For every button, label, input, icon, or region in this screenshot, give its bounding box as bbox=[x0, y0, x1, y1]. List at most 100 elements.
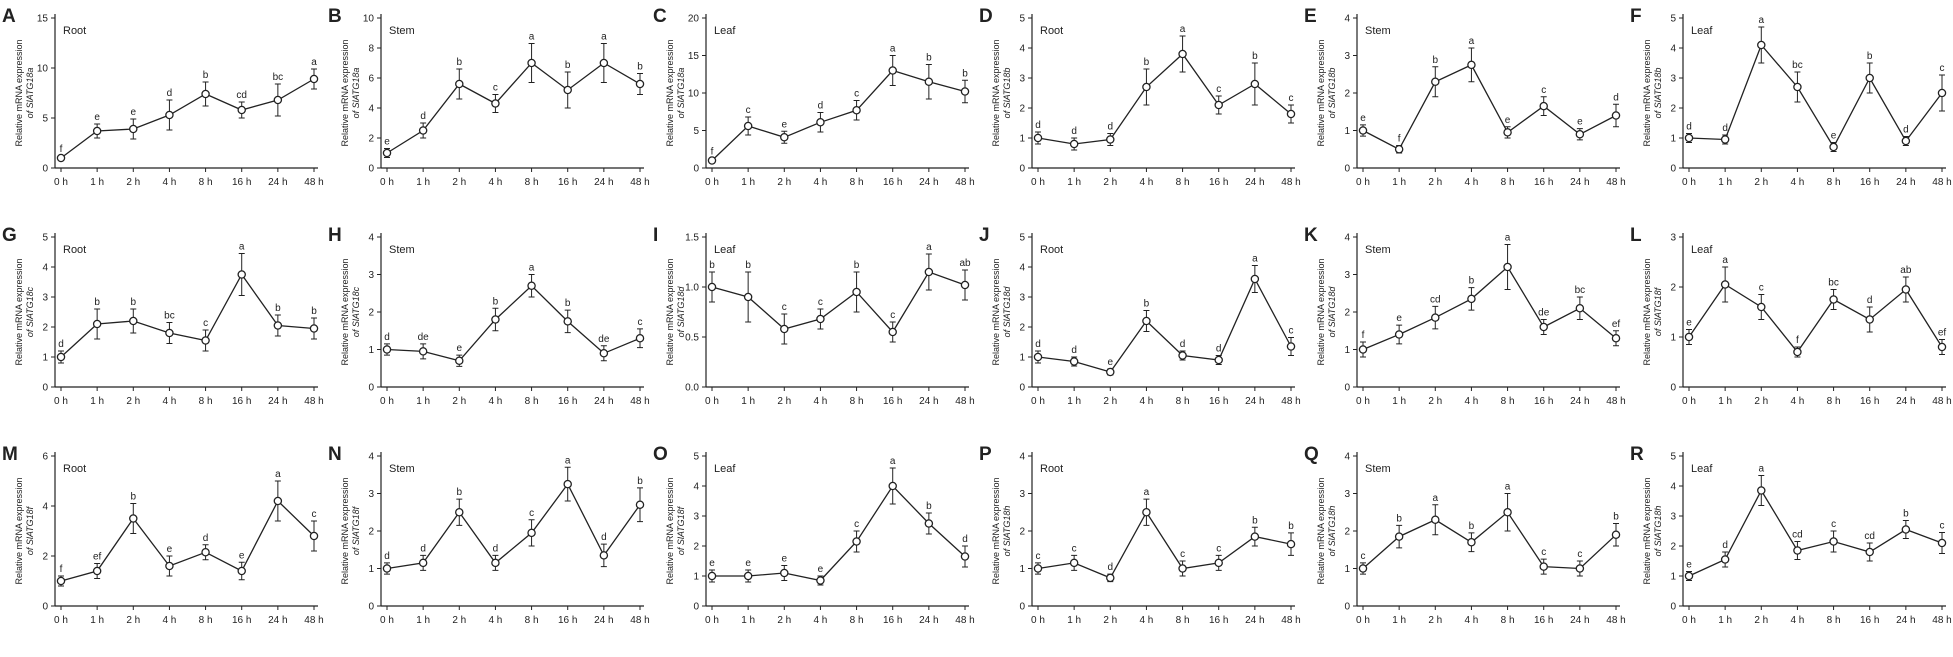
data-point bbox=[1178, 564, 1187, 573]
y-tick-label: 5 bbox=[1019, 233, 1025, 244]
significance-letter: a bbox=[311, 57, 317, 68]
y-axis-label-line1: Relative mRNA expression bbox=[14, 258, 24, 365]
significance-letter: c bbox=[1940, 63, 1945, 74]
significance-letter: de bbox=[418, 332, 430, 343]
significance-letter: c bbox=[1289, 93, 1294, 104]
data-point bbox=[382, 148, 392, 158]
significance-letter: ab bbox=[1900, 265, 1912, 276]
x-tick-label: 48 h bbox=[1932, 615, 1951, 626]
series-line bbox=[386, 284, 641, 362]
x-tick-label: 0 h bbox=[380, 177, 394, 188]
data-point bbox=[1684, 332, 1694, 342]
significance-letter: b bbox=[1396, 513, 1402, 524]
tissue-label: Leaf bbox=[1691, 244, 1713, 256]
x-tick-label: 0 h bbox=[1031, 615, 1045, 626]
significance-letter: b bbox=[493, 296, 499, 307]
x-tick-label: 0 h bbox=[705, 615, 719, 626]
data-point bbox=[1793, 347, 1802, 357]
x-tick-label: 0 h bbox=[705, 396, 719, 407]
data-point bbox=[780, 568, 789, 578]
significance-letter: a bbox=[565, 455, 571, 466]
x-tick-label: 24 h bbox=[1245, 396, 1264, 407]
significance-letter: bc bbox=[1792, 60, 1803, 71]
x-tick-label: 48 h bbox=[304, 396, 323, 407]
x-tick-label: 2 h bbox=[452, 396, 466, 407]
x-tick-label: 16 h bbox=[558, 177, 577, 188]
data-point bbox=[455, 356, 464, 365]
y-axis-label-line1: Relative mRNA expression bbox=[340, 477, 350, 584]
x-tick-label: 8 h bbox=[525, 396, 539, 407]
tissue-label: Stem bbox=[389, 244, 415, 256]
data-point bbox=[1106, 573, 1115, 583]
x-tick-label: 2 h bbox=[1103, 177, 1117, 188]
data-point bbox=[129, 316, 138, 326]
significance-letter: b bbox=[457, 487, 463, 498]
y-axis-label-line1: Relative mRNA expression bbox=[1642, 477, 1652, 584]
y-axis-label: Relative mRNA expressionof SlATG18f bbox=[340, 477, 361, 584]
x-tick-label: 16 h bbox=[1209, 177, 1228, 188]
data-point bbox=[743, 571, 753, 581]
x-tick-label: 48 h bbox=[1281, 177, 1300, 188]
panel-letter: A bbox=[2, 6, 16, 27]
y-tick-label: 3 bbox=[1344, 270, 1350, 281]
series-line bbox=[1688, 283, 1943, 354]
y-axis-label: Relative mRNA expressionof SlATG18f bbox=[1642, 258, 1663, 365]
panel-letter: N bbox=[328, 444, 342, 465]
tissue-label: Leaf bbox=[1691, 463, 1713, 475]
y-tick-label: 4 bbox=[1019, 44, 1025, 55]
x-tick-label: 16 h bbox=[883, 615, 902, 626]
significance-letter: d bbox=[1686, 122, 1692, 133]
panel-k: K Stem Relative mRNA expressionof SlATG18d… bbox=[1304, 225, 1626, 407]
y-tick-label: 6 bbox=[42, 452, 48, 463]
y-axis-label-line1: Relative mRNA expression bbox=[1642, 258, 1652, 365]
y-tick-label: 3 bbox=[1019, 293, 1025, 304]
data-point bbox=[960, 552, 970, 561]
y-axis-label-line1: Relative mRNA expression bbox=[991, 258, 1001, 365]
x-tick-label: 48 h bbox=[1932, 396, 1951, 407]
y-axis-label: Relative mRNA expressionof SlATG18a bbox=[14, 39, 35, 146]
y-tick-label: 2 bbox=[1670, 542, 1676, 553]
y-axis-label: Relative mRNA expressionof SlATG18a bbox=[340, 39, 361, 146]
y-axis-label-line1: Relative mRNA expression bbox=[1642, 39, 1652, 146]
significance-letter: a bbox=[926, 242, 932, 253]
data-point bbox=[1069, 139, 1079, 149]
significance-letter: f bbox=[1398, 134, 1401, 145]
significance-letter: e bbox=[457, 343, 463, 354]
x-tick-label: 24 h bbox=[268, 177, 287, 188]
x-tick-label: 0 h bbox=[54, 615, 68, 626]
x-tick-label: 2 h bbox=[777, 177, 791, 188]
data-point bbox=[1757, 486, 1766, 495]
tissue-label: Leaf bbox=[714, 463, 736, 475]
y-tick-label: 4 bbox=[1670, 44, 1676, 55]
y-tick-label: 3 bbox=[368, 489, 374, 500]
panel-letter: K bbox=[1304, 225, 1318, 246]
data-point bbox=[1467, 294, 1476, 304]
y-tick-label: 1 bbox=[42, 353, 48, 364]
series-line bbox=[1688, 43, 1943, 149]
significance-letter: e bbox=[782, 119, 788, 130]
significance-letter: c bbox=[1577, 549, 1582, 560]
data-point bbox=[491, 558, 500, 568]
significance-letter: b bbox=[1144, 57, 1150, 68]
data-point bbox=[1757, 40, 1766, 50]
y-tick-label: 4 bbox=[42, 263, 48, 274]
data-point bbox=[1394, 532, 1404, 541]
data-point bbox=[1142, 508, 1151, 517]
significance-letter: c bbox=[1361, 551, 1366, 562]
x-tick-label: 1 h bbox=[1067, 396, 1081, 407]
data-point bbox=[165, 561, 174, 571]
y-tick-label: 1 bbox=[1344, 345, 1350, 356]
y-axis-label-line1: Relative mRNA expression bbox=[991, 39, 1001, 146]
y-tick-label: 2 bbox=[1670, 283, 1676, 294]
x-tick-label: 1 h bbox=[741, 396, 755, 407]
x-tick-label: 4 h bbox=[1139, 396, 1153, 407]
x-tick-label: 16 h bbox=[232, 396, 251, 407]
significance-letter: b bbox=[565, 298, 571, 309]
significance-letter: e bbox=[709, 558, 715, 569]
significance-letter: cd bbox=[1864, 531, 1875, 542]
x-tick-label: 16 h bbox=[1860, 615, 1879, 626]
significance-letter: d bbox=[203, 533, 209, 544]
tissue-label: Root bbox=[1040, 463, 1063, 475]
data-point bbox=[635, 500, 645, 510]
significance-letter: e bbox=[167, 544, 173, 555]
